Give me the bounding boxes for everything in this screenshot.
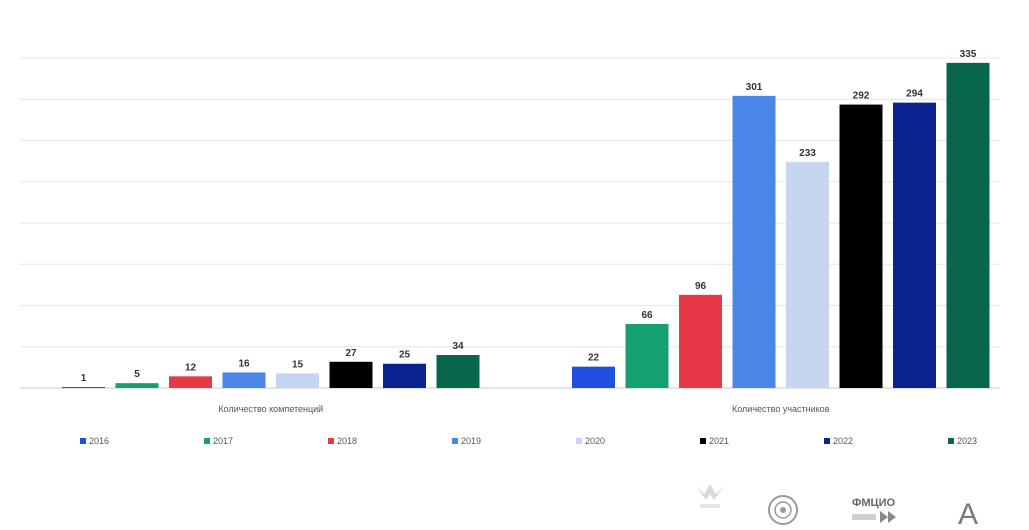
legend-label: 2020: [585, 436, 605, 446]
legend-swatch: [80, 438, 86, 444]
data-label: 335: [960, 49, 977, 60]
legend-label: 2023: [957, 436, 977, 446]
data-label: 16: [238, 358, 250, 369]
data-label: 1: [81, 373, 87, 384]
data-label: 22: [588, 353, 600, 364]
category-labels: Количество компетенций Количество участни…: [218, 404, 829, 414]
data-label: 27: [345, 348, 357, 359]
bar-2020-group-0: [276, 373, 319, 388]
legend-swatch: [452, 438, 458, 444]
logo-fmcio-text: ФМЦИО: [852, 497, 895, 509]
legend-label: 2019: [461, 436, 481, 446]
legend-label: 2018: [337, 436, 357, 446]
legend-label: 2016: [89, 436, 109, 446]
data-label: 301: [746, 82, 763, 93]
bar-2017-group-0: [115, 383, 159, 388]
data-label: 15: [292, 359, 304, 370]
legend-label: 2021: [709, 436, 729, 446]
legend-label: 2017: [213, 436, 233, 446]
bar-2020-group-1: [786, 161, 829, 388]
bar-2016-group-0: [62, 387, 105, 388]
bar-2023-group-1: [946, 62, 990, 389]
data-label: 233: [799, 148, 816, 159]
data-label: 66: [641, 310, 653, 321]
logo-emblem-icon: [696, 484, 724, 508]
legend: 2016 2017 2018 2019 2020 2021 2022 2023: [80, 436, 977, 446]
data-label: 96: [695, 281, 707, 292]
bar-2021-group-0: [329, 361, 373, 388]
bar-2019-group-0: [222, 372, 266, 388]
legend-swatch: [576, 438, 582, 444]
bar-2018-group-0: [169, 376, 212, 388]
data-label: 25: [399, 350, 411, 361]
legend-swatch: [204, 438, 210, 444]
bar-2022-group-1: [893, 102, 936, 388]
bars: [62, 62, 990, 389]
legend-swatch: [328, 438, 334, 444]
bar-2023-group-0: [436, 355, 480, 388]
data-label: 34: [452, 341, 464, 352]
bar-2022-group-0: [383, 363, 426, 388]
logo-seal-icon: [768, 495, 798, 525]
legend-swatch: [824, 438, 830, 444]
bar-2021-group-1: [839, 104, 883, 389]
gridlines: [20, 57, 1000, 389]
data-label: 292: [853, 91, 870, 102]
bar-2017-group-1: [625, 323, 669, 388]
category-label: Количество участников: [732, 404, 830, 414]
bar-2019-group-1: [732, 95, 776, 389]
legend-swatch: [700, 438, 706, 444]
bar-2018-group-1: [679, 294, 722, 388]
data-label: 5: [134, 369, 140, 380]
legend-label: 2022: [833, 436, 853, 446]
legend-swatch: [948, 438, 954, 444]
data-label: 12: [185, 362, 197, 373]
data-label: 294: [906, 89, 923, 100]
bar-2016-group-1: [572, 366, 615, 388]
category-label: Количество компетенций: [218, 404, 323, 414]
logo-letter-a: A: [958, 498, 978, 530]
logo-fmcio: ФМЦИО: [852, 497, 896, 523]
